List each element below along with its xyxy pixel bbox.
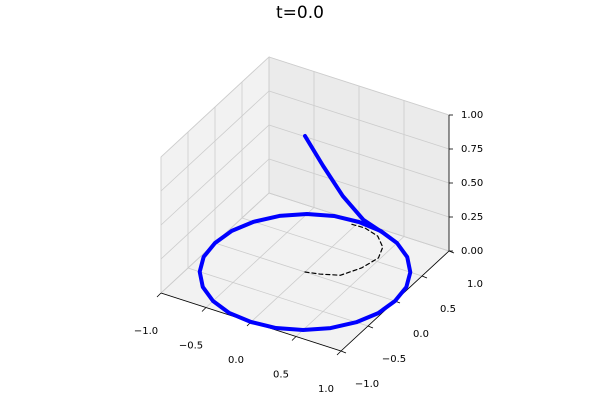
x-tick-label: −0.5 xyxy=(179,341,203,352)
x-tick-label: 0.0 xyxy=(228,355,244,366)
grid-line xyxy=(268,90,450,150)
z-tick-label: 1.00 xyxy=(461,110,483,121)
y-tick-label: 1.0 xyxy=(467,279,483,290)
grid-line xyxy=(160,124,270,226)
chart-title: t=0.0 xyxy=(276,3,324,23)
y-tick-label: 0.5 xyxy=(440,304,456,315)
y-tick xyxy=(367,325,374,329)
y-tick xyxy=(340,350,347,354)
y-tick xyxy=(421,275,428,279)
x-tick xyxy=(201,307,207,312)
z-tick-label: 0.75 xyxy=(461,144,483,155)
grid-line xyxy=(160,56,270,158)
line xyxy=(303,134,385,235)
x-tick-label: 0.5 xyxy=(273,370,289,381)
x-tick-label: −1.0 xyxy=(134,326,158,337)
grid-line xyxy=(268,56,450,116)
y-tick-label: 0.0 xyxy=(413,329,429,340)
grid-line xyxy=(187,267,369,327)
x-tick xyxy=(336,350,342,356)
y-tick-label: −0.5 xyxy=(382,354,406,365)
z-tick-label: 0.25 xyxy=(461,212,483,223)
x-tick xyxy=(291,336,297,341)
grid-line xyxy=(241,217,423,277)
line xyxy=(304,223,384,276)
y-tick-label: −1.0 xyxy=(355,379,379,390)
x-tick xyxy=(156,292,162,298)
grid-line xyxy=(160,90,270,192)
grid-line xyxy=(160,158,270,260)
z-tick-label: 0.50 xyxy=(461,178,483,189)
grid-line xyxy=(268,158,450,218)
grid-line xyxy=(268,124,450,184)
x-tick-label: 1.0 xyxy=(318,384,334,395)
line xyxy=(197,212,413,332)
z-tick-label: 0.00 xyxy=(461,246,483,257)
